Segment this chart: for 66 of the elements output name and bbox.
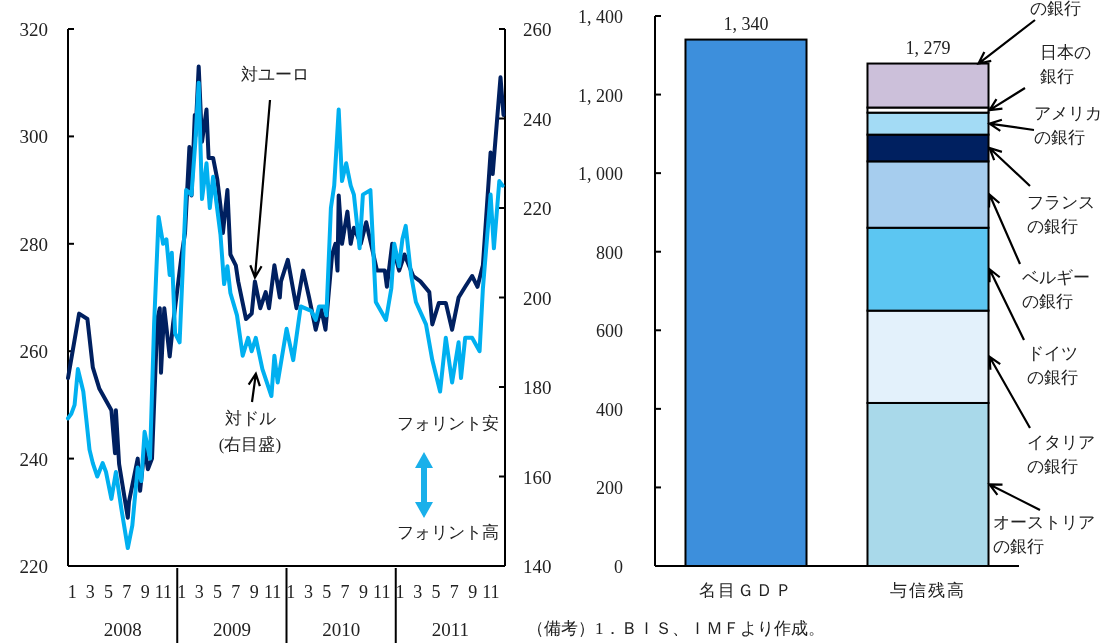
x-tick-label: 9: [249, 582, 259, 602]
x-tick-label: 与信残高: [890, 581, 966, 600]
x-tick-label: 5: [213, 582, 223, 602]
text: 2008: [103, 619, 142, 640]
x-tick-label: 1: [395, 582, 405, 602]
x-tick-label: 3: [413, 582, 423, 602]
y-tick-label: 220: [19, 556, 48, 577]
y2-tick-label: 140: [523, 556, 552, 577]
legend-label: アメリカの銀行: [1034, 104, 1102, 147]
x-tick-label: 11: [263, 582, 282, 602]
x-tick-label: 5: [103, 582, 113, 602]
x-tick-label: 7: [231, 582, 241, 602]
y-tick-label: 400: [596, 399, 623, 420]
y2-tick-label: 160: [523, 466, 552, 488]
legend-label: ドイツの銀行: [1027, 344, 1078, 387]
series-label: 対ドル (右目盛): [218, 409, 282, 454]
y2-tick-label: 240: [523, 108, 552, 130]
y-tick-label: 320: [19, 19, 48, 40]
y-tick-label: 800: [596, 242, 623, 263]
text: 対ユーロ: [241, 65, 309, 84]
y-tick-label: 240: [19, 448, 48, 470]
y-tick-label: 1, 400: [578, 7, 623, 27]
x-tick-label: 5: [431, 582, 441, 602]
x-tick-label: 1: [67, 582, 77, 602]
x-tick-label: 1: [286, 582, 296, 602]
y-tick-label: 1, 000: [578, 164, 623, 185]
x-tick-label: 9: [140, 582, 150, 602]
x-tick-label: 9: [359, 582, 369, 602]
legend-label: ベルギーの銀行: [1022, 268, 1090, 311]
text: 2009: [212, 619, 251, 640]
total-label: 1, 279: [905, 37, 951, 58]
text: の銀行: [1030, 0, 1081, 18]
y-tick-label: 1, 200: [578, 85, 623, 106]
text: 日本の銀行: [1040, 43, 1091, 86]
x-tick-label: 3: [85, 582, 95, 602]
x-tick-label: 11: [154, 582, 173, 602]
text: 2010: [322, 619, 361, 640]
y-tick-label: 280: [19, 233, 48, 255]
y-tick-label: 260: [19, 341, 48, 363]
x-tick-label: 9: [468, 582, 478, 602]
y2-tick-label: 260: [523, 19, 552, 40]
y2-tick-label: 180: [523, 377, 552, 398]
x-tick-label: 7: [340, 582, 350, 602]
y-tick-label: 0: [614, 557, 623, 577]
x-tick-label: 3: [303, 582, 313, 602]
legend-label: フランスの銀行: [1027, 193, 1095, 236]
y-tick-label: 300: [19, 126, 48, 148]
text: イタリアの銀行: [1027, 433, 1095, 476]
x-tick-label: 7: [122, 582, 132, 602]
annotation: フォリント高: [397, 523, 499, 542]
x-tick-label: 名目ＧＤＰ: [698, 581, 794, 600]
series-label: オーストリアの銀行: [993, 513, 1095, 556]
y-tick-label: 200: [596, 478, 623, 499]
y2-tick-label: 220: [523, 198, 552, 219]
x-tick-label: 7: [449, 582, 459, 602]
y2-tick-label: 200: [523, 287, 552, 309]
x-tick-label: 5: [322, 582, 332, 602]
text: （備考）1．ＢＩＳ、ＩＭＦより作成。: [527, 619, 825, 638]
y-tick-label: 600: [596, 321, 623, 342]
x-tick-label: 11: [373, 582, 391, 602]
total-label: 1, 340: [723, 13, 769, 34]
annotation: フォリント安: [397, 414, 499, 433]
text: 2011: [431, 619, 470, 640]
x-tick-label: 3: [194, 582, 204, 602]
x-tick-label: 11: [482, 582, 500, 602]
x-tick-label: 1: [177, 582, 187, 602]
